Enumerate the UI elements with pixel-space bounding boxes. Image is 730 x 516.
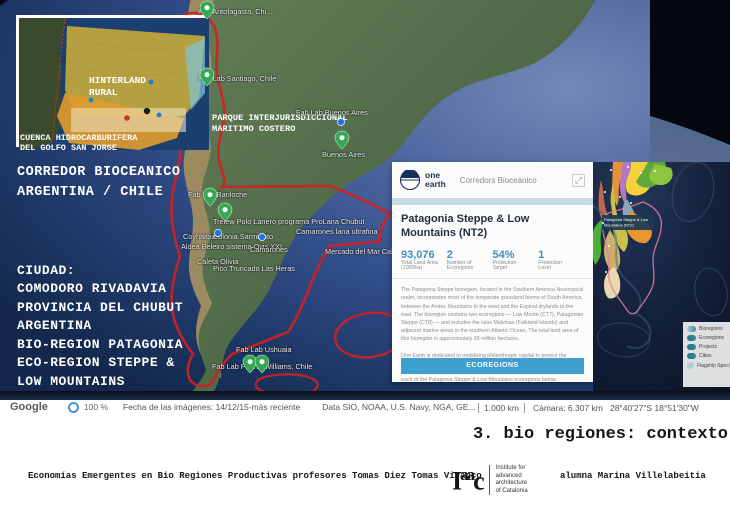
svg-text:Patagonia Steppe & Low: Patagonia Steppe & Low bbox=[604, 217, 648, 222]
svg-text:Mountains (NT2): Mountains (NT2) bbox=[604, 223, 634, 228]
